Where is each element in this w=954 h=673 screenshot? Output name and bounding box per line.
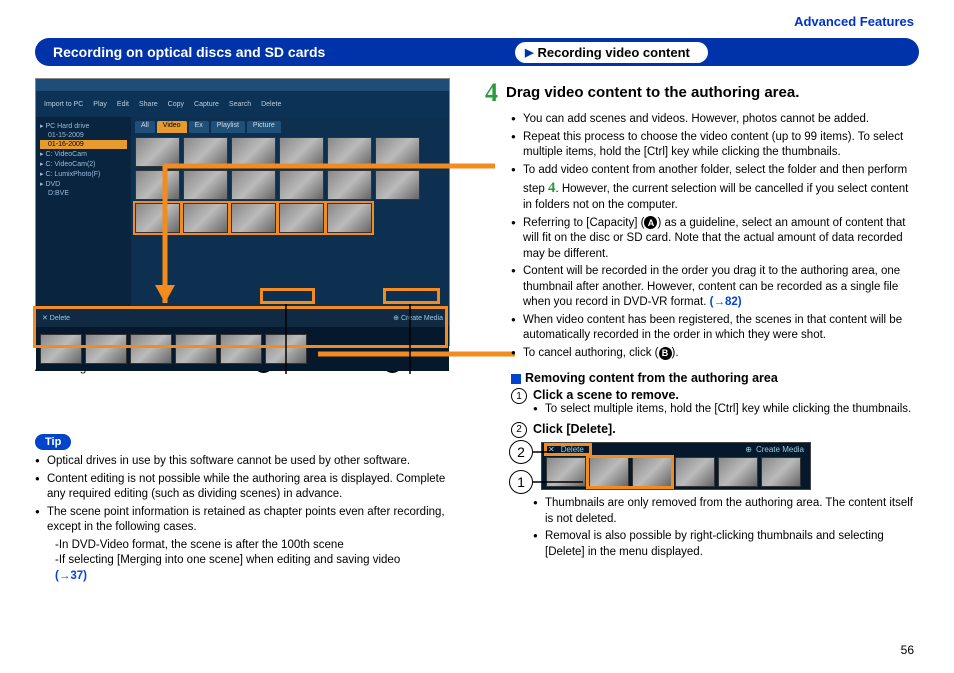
- connector-arrow-authoring-strip: [315, 324, 515, 384]
- tip-sub-item: -In DVD-Video format, the scene is after…: [35, 538, 465, 554]
- marker-a-line: [283, 304, 289, 374]
- bullet-item: To cancel authoring, click (B).: [511, 346, 919, 362]
- tip-item: The scene point information is retained …: [35, 505, 465, 536]
- callout-1-line: [533, 480, 583, 484]
- left-column: Import to PCPlayEditShareCopyCaptureSear…: [35, 78, 465, 584]
- callout-2-icon: 2: [509, 440, 533, 464]
- advanced-features-link[interactable]: Advanced Features: [794, 14, 914, 29]
- right-column: 4 Drag video content to the authoring ar…: [485, 78, 919, 584]
- title-right-text: Recording video content: [537, 45, 689, 60]
- page-title-bar: Recording on optical discs and SD cards …: [35, 38, 919, 66]
- callout-1-icon: 1: [509, 470, 533, 494]
- play-triangle-icon: ▶: [525, 46, 533, 59]
- bullet-item: To add video content from another folder…: [511, 163, 919, 214]
- bullet-item: Content will be recorded in the order yo…: [511, 264, 919, 311]
- tip-item: Content editing is not possible while th…: [35, 472, 465, 503]
- screenshot-sidebar: ▸ PC Hard drive01-15-200901-16-2009 ▸ C:…: [36, 117, 131, 309]
- title-right-pill: ▶ Recording video content: [515, 42, 708, 63]
- tip-sub-item: -If selecting [Merging into one scene] w…: [35, 553, 465, 569]
- tip-item: Optical drives in use by this software c…: [35, 454, 465, 470]
- bullet-item: To select multiple items, hold the [Ctrl…: [533, 402, 919, 418]
- removing-after-bullets: Thumbnails are only removed from the aut…: [533, 496, 919, 560]
- bullet-item: Repeat this process to choose the video …: [511, 130, 919, 161]
- page-number: 56: [901, 643, 914, 657]
- step-4-title: Drag video content to the authoring area…: [506, 78, 799, 101]
- ref-82-link[interactable]: (→82): [710, 296, 742, 308]
- step-number-4: 4: [485, 78, 498, 108]
- bullet-item: Thumbnails are only removed from the aut…: [533, 496, 919, 527]
- removing-step2: Click [Delete].: [533, 422, 616, 438]
- screenshot-toolbar: Import to PCPlayEditShareCopyCaptureSear…: [36, 91, 449, 117]
- ref-37-link[interactable]: (→37): [55, 570, 87, 582]
- title-left: Recording on optical discs and SD cards: [53, 44, 325, 60]
- removing-step1: Click a scene to remove.: [533, 388, 919, 402]
- marker-b-line: [407, 304, 413, 374]
- annotation-box-strip-selection: [586, 455, 674, 489]
- step-4-bullets: You can add scenes and videos. However, …: [511, 112, 919, 361]
- tip-bullet-list: Optical drives in use by this software c…: [35, 454, 465, 536]
- callout-2-line: [533, 450, 555, 454]
- bullet-item: Removal is also possible by right-clicki…: [533, 529, 919, 560]
- bullet-item: You can add scenes and videos. However, …: [511, 112, 919, 128]
- bullet-item: When video content has been registered, …: [511, 313, 919, 344]
- bullet-item: Referring to [Capacity] (A) as a guideli…: [511, 216, 919, 263]
- removing-heading: Removing content from the authoring area: [511, 371, 919, 385]
- tip-badge: Tip: [35, 434, 71, 450]
- numbered-step-1-icon: 1: [511, 388, 527, 404]
- numbered-step-2-icon: 2: [511, 422, 527, 438]
